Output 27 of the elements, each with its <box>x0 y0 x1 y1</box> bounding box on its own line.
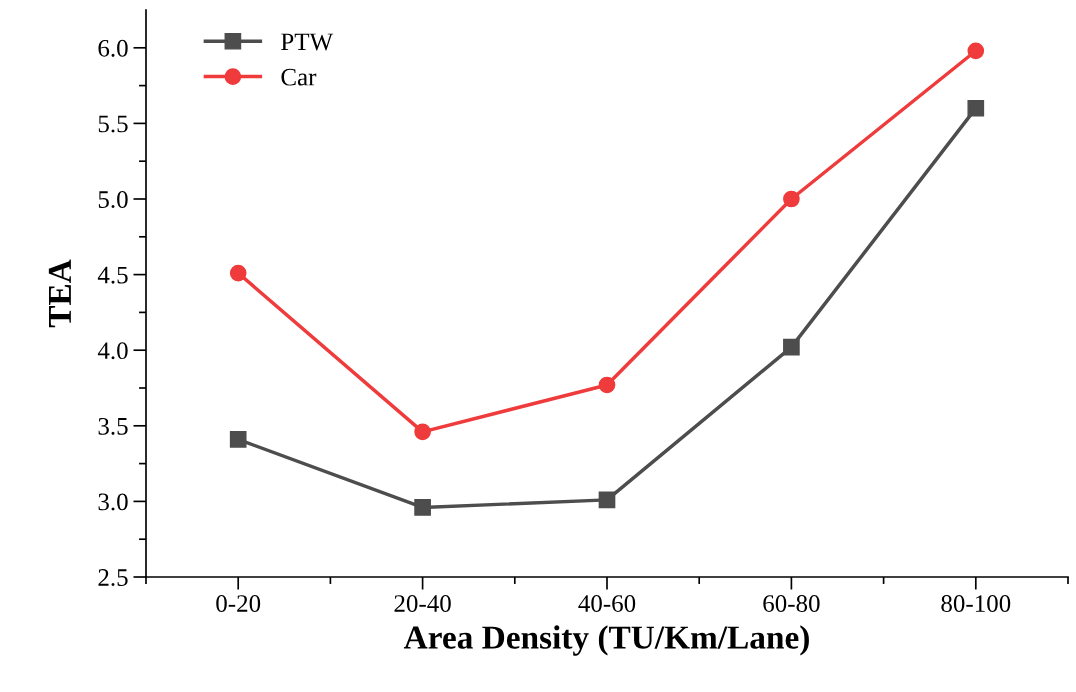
point <box>967 99 985 117</box>
point <box>783 190 800 208</box>
point <box>229 431 247 448</box>
point <box>967 42 985 60</box>
legend-label: Car <box>281 68 317 86</box>
point <box>414 423 431 441</box>
x-axis-title: Area Density (TU/Km/Lane) <box>403 625 809 656</box>
point <box>598 376 616 394</box>
point <box>229 264 247 282</box>
x-tick-label: 40-60 <box>578 595 636 612</box>
legend-label: PTW <box>281 33 334 51</box>
x-tick-label: 60-80 <box>763 595 820 612</box>
x-tick-label: 80-100 <box>941 595 1011 612</box>
y-tick-label: 4.5 <box>97 266 128 284</box>
x-tick-label: 0-20 <box>216 595 261 612</box>
y-tick-label: 5.0 <box>98 191 128 209</box>
y-tick-label: 5.5 <box>98 115 128 133</box>
y-tick-label: 4.0 <box>97 342 128 360</box>
point <box>414 499 431 516</box>
point <box>598 491 616 509</box>
y-tick-label: 6.0 <box>98 39 128 57</box>
x-tick-label: 20-40 <box>394 595 451 612</box>
y-tick-label: 2.5 <box>98 569 128 587</box>
point <box>783 338 800 356</box>
y-tick-label: 3.0 <box>98 493 128 511</box>
y-axis-title: TEA <box>48 259 71 328</box>
y-tick-label: 3.5 <box>98 417 128 435</box>
